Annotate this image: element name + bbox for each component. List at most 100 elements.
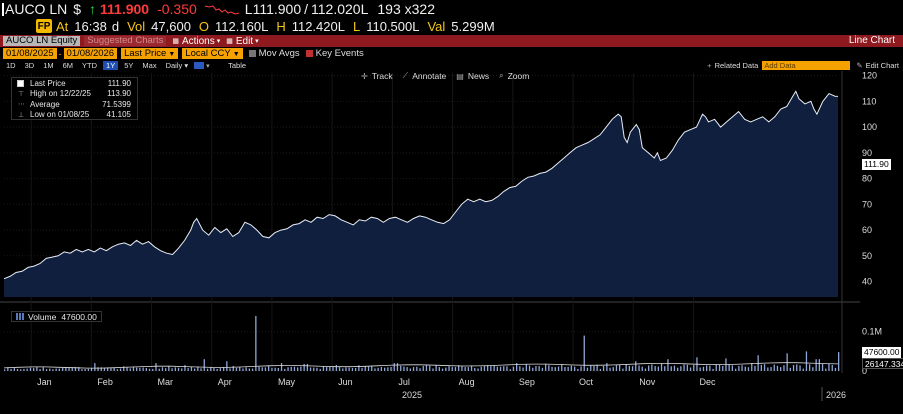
chevron-down-icon[interactable]: ▾: [206, 63, 210, 70]
volume-bar: [132, 366, 135, 371]
chart-toolbar: ✛ Track ⟋ Annotate ▤ News ⌕ Zoom: [361, 70, 539, 82]
volume-bar: [767, 367, 769, 371]
chart-style-icon[interactable]: [194, 62, 205, 69]
x-tick-label: May: [278, 377, 296, 387]
volume-bar: [139, 367, 141, 371]
currency-selector[interactable]: Local CCY ▼: [182, 48, 243, 59]
price-series: [3, 90, 839, 297]
period-3d[interactable]: 3D: [24, 61, 35, 70]
key-events-label[interactable]: Key Events: [315, 48, 364, 59]
volume-bar: [432, 368, 434, 371]
zoom-button[interactable]: ⌕ Zoom: [499, 71, 530, 81]
volume-bar: [374, 368, 376, 371]
volume-bar: [570, 365, 572, 371]
volume-bar: [706, 365, 708, 371]
volume-bar: [390, 367, 392, 371]
volume-bar: [467, 367, 469, 371]
suggested-charts-button[interactable]: Suggested Charts: [84, 36, 167, 46]
period-6m[interactable]: 6M: [62, 61, 74, 70]
volume-bar: [412, 367, 415, 371]
mov-avgs-checkbox[interactable]: [248, 50, 256, 57]
add-data-input[interactable]: Add Data: [762, 61, 851, 70]
period-1d[interactable]: 1D: [6, 61, 16, 70]
volume-bar: [197, 366, 199, 371]
volume-bar: [802, 368, 804, 371]
volume-bar: [493, 365, 495, 371]
volume-bar: [58, 368, 60, 371]
actions-menu[interactable]: ▦ Actions ▾: [172, 35, 221, 47]
legend-average: ⋯ Average 71.5399: [18, 99, 131, 109]
volume-bar: [496, 366, 498, 371]
currency-symbol: $: [73, 1, 82, 17]
volume-last-flag: 47600.00: [862, 347, 902, 358]
volume-bar: [754, 365, 756, 371]
volume-bar: [152, 368, 154, 371]
volume-bar: [580, 366, 582, 371]
volume-bar: [406, 367, 408, 371]
volume-bar: [818, 359, 820, 371]
chart-settings-row: 01/08/2025 - 01/08/2026 Last Price ▼ Loca…: [0, 47, 903, 60]
interval-selector[interactable]: Daily ▾: [165, 61, 189, 70]
y-tick-label: 70: [862, 199, 872, 209]
volume-bar: [619, 364, 621, 371]
volume-bar: [74, 367, 77, 371]
volume-bar: [181, 368, 183, 371]
price-legend[interactable]: Last Price 111.90 ⊤ High on 12/22/25 113…: [11, 77, 138, 120]
table-button[interactable]: Table: [228, 61, 247, 70]
volume-bar: [313, 367, 315, 371]
volume-bar: [831, 364, 833, 371]
volume-bar: [174, 367, 176, 371]
start-date-field[interactable]: 01/08/2025: [3, 48, 57, 59]
period-ytd[interactable]: YTD: [82, 61, 98, 70]
volume-bar: [100, 367, 102, 371]
volume-bar: [161, 367, 164, 371]
volume-bar: [90, 368, 93, 371]
volume-bar: [522, 367, 524, 371]
volume-bar: [62, 368, 64, 371]
period-1m[interactable]: 1M: [43, 61, 54, 70]
volume-bar: [503, 366, 505, 371]
edit-chart-button[interactable]: Edit Chart: [865, 61, 899, 70]
ticker-symbol[interactable]: AUCO LN: [5, 1, 68, 17]
volume-bar: [274, 367, 276, 371]
x-tick-label: Feb: [97, 377, 113, 387]
period-5y[interactable]: 5Y: [124, 61, 134, 70]
volume-legend[interactable]: Volume 47600.00: [11, 311, 102, 322]
volume-bar: [541, 367, 544, 371]
year-label-right: 2026: [826, 390, 846, 400]
volume-bar: [448, 366, 450, 371]
period-1y[interactable]: 1Y: [103, 61, 119, 70]
volume-bar: [747, 367, 750, 371]
volume-bar: [361, 367, 363, 371]
mov-avgs-label[interactable]: Mov Avgs: [258, 48, 300, 59]
x-tick-label: Dec: [699, 377, 716, 387]
end-date-field[interactable]: 01/08/2026: [63, 48, 118, 59]
field-selector[interactable]: Last Price ▼: [121, 48, 179, 59]
volume-bar: [506, 366, 508, 371]
volume-bar: [42, 367, 44, 371]
related-data-button[interactable]: Related Data: [714, 61, 759, 70]
low-value: 110.500L: [366, 18, 420, 34]
key-events-checkbox[interactable]: [305, 50, 313, 57]
volume-bar: [612, 367, 614, 371]
edit-menu[interactable]: ▦ Edit ▾: [226, 35, 259, 47]
annotate-button[interactable]: ⟋ Annotate: [402, 71, 447, 81]
volume-bar: [348, 367, 350, 371]
news-button[interactable]: ▤ News: [456, 71, 490, 81]
volume-bar: [445, 367, 447, 371]
y-tick-label: 50: [862, 251, 872, 261]
track-button[interactable]: ✛ Track: [361, 71, 393, 81]
volume-bar: [245, 367, 247, 371]
legend-last-price: Last Price 111.90: [12, 78, 137, 89]
volume-bar: [464, 367, 466, 371]
volume-bar: [599, 368, 601, 371]
last-time: 16:38: [74, 18, 107, 34]
period-max[interactable]: Max: [142, 61, 157, 70]
price-chart[interactable]: 40 50 60 70 80 90 100 110 120 Jan Feb Mar Apr May Jun J…: [0, 71, 903, 414]
volume-bar: [248, 368, 250, 371]
volume-bar: [142, 367, 144, 371]
security-field[interactable]: AUCO LN Equity: [3, 36, 81, 46]
axes: 40 50 60 70 80 90 100 110 120 Jan Feb Mar Apr May Jun J…: [37, 71, 882, 401]
volume-bar: [371, 366, 373, 371]
fp-icon[interactable]: FP: [36, 19, 52, 33]
